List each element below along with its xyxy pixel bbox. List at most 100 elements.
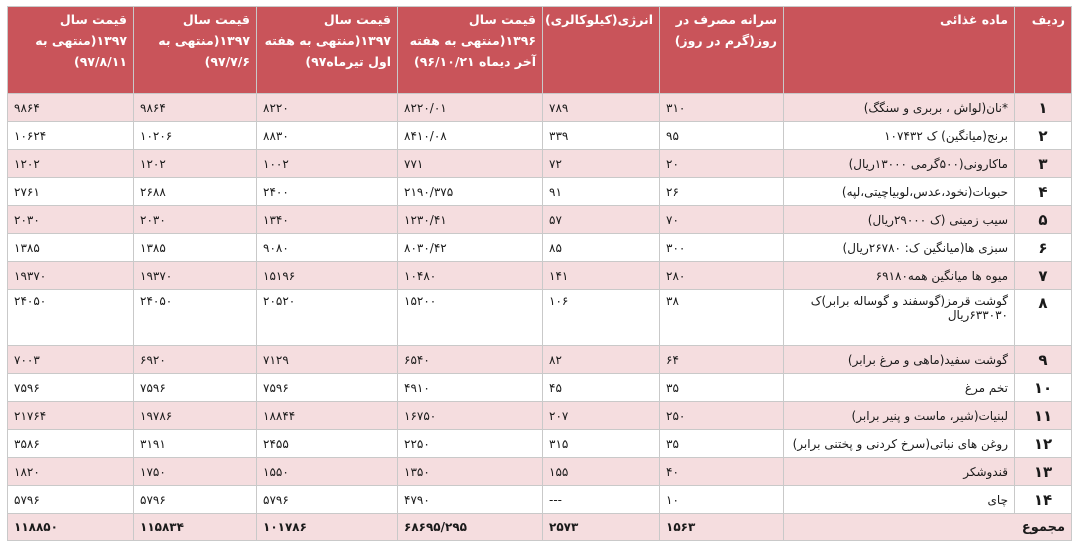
energy-value: ۷۸۹ [542,93,660,122]
price-1396: ۱۶۷۵۰ [397,401,543,430]
energy-value: ۱۴۱ [542,261,660,290]
food-item-name: حبوبات(نخود،عدس،لوبیاچیتی،لپه) [783,177,1015,206]
price-1397-tir: ۲۴۵۵ [256,429,398,458]
price-1397-mehr: ۳۱۹۱ [133,429,257,458]
row-index: ۱۳ [1014,457,1072,486]
daily-consumption: ۱۰ [659,485,784,514]
total-price-1396: ۶۸۶۹۵/۲۹۵ [397,513,543,541]
energy-value: --- [542,485,660,514]
energy-value: ۸۲ [542,345,660,374]
energy-value: ۸۵ [542,233,660,262]
price-1397-tir: ۸۲۲۰ [256,93,398,122]
energy-value: ۵۷ [542,205,660,234]
row-index: ۱۴ [1014,485,1072,514]
price-1397-aban: ۹۸۶۴ [7,93,134,122]
food-item-name: برنج(میانگین) ک ۱۰۷۴۳۲ [783,121,1015,150]
energy-value: ۳۱۵ [542,429,660,458]
header-row: ردیف ماده غذائی سرانه مصرف در روز(گرم در… [7,6,1072,94]
daily-consumption: ۷۰ [659,205,784,234]
header-daily-consumption: سرانه مصرف در روز(گرم در روز) [659,6,784,94]
row-index: ۱۰ [1014,373,1072,402]
energy-value: ۱۵۵ [542,457,660,486]
price-1397-tir: ۱۰۰۲ [256,149,398,178]
table-row: ۸ گوشت قرمز(گوسفند و گوساله برابر)ک ۶۳۳۰۳… [7,289,1072,346]
table-row: ۶ سبزی ها(میانگین ک: ۲۶۷۸۰ریال) ۳۰۰ ۸۵ ۸۰۳۰/… [7,233,1072,262]
header-price-1397-mehr: قیمت سال ۱۳۹۷(منتهی به ۹۷/۷/۶) [133,6,257,94]
total-energy: ۲۵۷۳ [542,513,660,541]
price-1397-mehr: ۱۹۳۷۰ [133,261,257,290]
price-1397-mehr: ۶۹۲۰ [133,345,257,374]
total-daily: ۱۵۶۳ [659,513,784,541]
table-row: ۵ سیب زمینی (ک ۲۹۰۰۰ریال) ۷۰ ۵۷ ۱۲۳۰/۴۱ ۱۳۴۰ ۲… [7,205,1072,234]
price-1396: ۱۵۲۰۰ [397,289,543,346]
price-1396: ۸۰۳۰/۴۲ [397,233,543,262]
row-index: ۴ [1014,177,1072,206]
food-item-name: روغن های نباتی(سرخ کردنی و پختنی برابر) [783,429,1015,458]
price-1397-mehr: ۱۲۰۲ [133,149,257,178]
food-price-table: ردیف ماده غذائی سرانه مصرف در روز(گرم در… [7,6,1072,541]
table-row: ۷ میوه ها میانگین همه۶۹۱۸۰ ۲۸۰ ۱۴۱ ۱۰۴۸۰ ۱۵۱۹… [7,261,1072,290]
food-item-name: لبنیات(شیر، ماست و پنیر برابر) [783,401,1015,430]
price-1397-tir: ۱۵۵۰ [256,457,398,486]
food-item-name: *نان(لواش ، بربری و سنگگ) [783,93,1015,122]
price-1396: ۴۷۹۰ [397,485,543,514]
row-index: ۶ [1014,233,1072,262]
energy-value: ۷۲ [542,149,660,178]
price-1396: ۸۲۲۰/۰۱ [397,93,543,122]
table-row: ۱۰ تخم مرغ ۳۵ ۴۵ ۴۹۱۰ ۷۵۹۶ ۷۵۹۶ ۷۵۹۶ [7,373,1072,402]
total-label: مجموع [783,513,1072,541]
daily-consumption: ۶۴ [659,345,784,374]
price-1396: ۷۷۱ [397,149,543,178]
price-1397-aban: ۱۳۸۵ [7,233,134,262]
price-1397-aban: ۱۲۰۲ [7,149,134,178]
header-food-item: ماده غذائی [783,6,1015,94]
price-1397-mehr: ۲۰۳۰ [133,205,257,234]
food-item-name: سبزی ها(میانگین ک: ۲۶۷۸۰ریال) [783,233,1015,262]
daily-consumption: ۲۸۰ [659,261,784,290]
price-1397-tir: ۸۸۳۰ [256,121,398,150]
price-1397-aban: ۷۵۹۶ [7,373,134,402]
price-1397-mehr: ۲۶۸۸ [133,177,257,206]
table-row: ۹ گوشت سفید(ماهی و مرغ برابر) ۶۴ ۸۲ ۶۵۴۰ ۷۱۲۹… [7,345,1072,374]
price-1397-tir: ۹۰۸۰ [256,233,398,262]
price-1397-tir: ۱۸۸۴۴ [256,401,398,430]
price-1397-aban: ۲۱۷۶۴ [7,401,134,430]
food-item-name: گوشت سفید(ماهی و مرغ برابر) [783,345,1015,374]
price-table-container: ردیف ماده غذائی سرانه مصرف در روز(گرم در… [7,6,1072,541]
table-row: ۴ حبوبات(نخود،عدس،لوبیاچیتی،لپه) ۲۶ ۹۱ ۲۱۹۰/… [7,177,1072,206]
total-price-1397-aban: ۱۱۸۸۵۰ [7,513,134,541]
row-index: ۱۱ [1014,401,1072,430]
price-1397-tir: ۷۵۹۶ [256,373,398,402]
table-row: ۱۱ لبنیات(شیر، ماست و پنیر برابر) ۲۵۰ ۲۰۷ ۱۶… [7,401,1072,430]
daily-consumption: ۳۱۰ [659,93,784,122]
table-row: ۱۳ قندوشکر ۴۰ ۱۵۵ ۱۳۵۰ ۱۵۵۰ ۱۷۵۰ ۱۸۲۰ [7,457,1072,486]
price-1397-tir: ۱۵۱۹۶ [256,261,398,290]
row-index: ۷ [1014,261,1072,290]
table-row: ۳ ماکارونی(۵۰۰گرمی ۱۳۰۰۰ریال) ۲۰ ۷۲ ۷۷۱ ۱۰۰۲ ۱… [7,149,1072,178]
energy-value: ۹۱ [542,177,660,206]
price-1396: ۱۲۳۰/۴۱ [397,205,543,234]
energy-value: ۴۵ [542,373,660,402]
header-price-1397-aban: قیمت سال ۱۳۹۷(منتهی به ۹۷/۸/۱۱) [7,6,134,94]
daily-consumption: ۲۶ [659,177,784,206]
daily-consumption: ۲۰ [659,149,784,178]
price-1397-tir: ۲۴۰۰ [256,177,398,206]
header-price-1397-tir: قیمت سال ۱۳۹۷(منتهی به هفته اول تیرماه۹۷… [256,6,398,94]
row-index: ۱۲ [1014,429,1072,458]
table-row: ۲ برنج(میانگین) ک ۱۰۷۴۳۲ ۹۵ ۳۳۹ ۸۴۱۰/۰۸ ۸۸۳۰ ۱… [7,121,1072,150]
total-row: مجموع ۱۵۶۳ ۲۵۷۳ ۶۸۶۹۵/۲۹۵ ۱۰۱۷۸۶ ۱۱۵۸۳۴ … [7,513,1072,541]
table-body: ۱ *نان(لواش ، بربری و سنگگ) ۳۱۰ ۷۸۹ ۸۲۲۰/۰۱ ۸… [7,93,1072,541]
row-index: ۸ [1014,289,1072,346]
food-item-name: چای [783,485,1015,514]
food-item-name: قندوشکر [783,457,1015,486]
row-index: ۹ [1014,345,1072,374]
header-row-index: ردیف [1014,6,1072,94]
energy-value: ۲۰۷ [542,401,660,430]
price-1396: ۲۱۹۰/۳۷۵ [397,177,543,206]
food-item-name: ماکارونی(۵۰۰گرمی ۱۳۰۰۰ریال) [783,149,1015,178]
daily-consumption: ۲۵۰ [659,401,784,430]
energy-value: ۳۳۹ [542,121,660,150]
price-1397-mehr: ۵۷۹۶ [133,485,257,514]
header-energy: انرژی(کیلوکالری) [542,6,660,94]
food-item-name: میوه ها میانگین همه۶۹۱۸۰ [783,261,1015,290]
